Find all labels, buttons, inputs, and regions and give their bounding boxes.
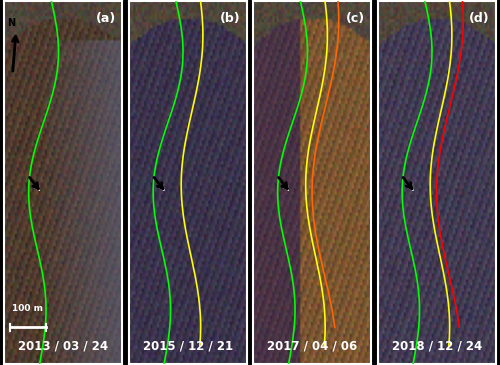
Text: (c): (c) [346,12,365,25]
Text: (d): (d) [469,12,490,25]
Text: (b): (b) [220,12,240,25]
Text: 2015 / 12 / 21: 2015 / 12 / 21 [142,340,233,353]
Text: 2017 / 04 / 06: 2017 / 04 / 06 [267,340,358,353]
Text: N: N [6,18,15,28]
Text: (a): (a) [96,12,116,25]
Text: 2018 / 12 / 24: 2018 / 12 / 24 [392,340,482,353]
Text: 100 m: 100 m [12,304,44,313]
Text: 2013 / 03 / 24: 2013 / 03 / 24 [18,340,108,353]
